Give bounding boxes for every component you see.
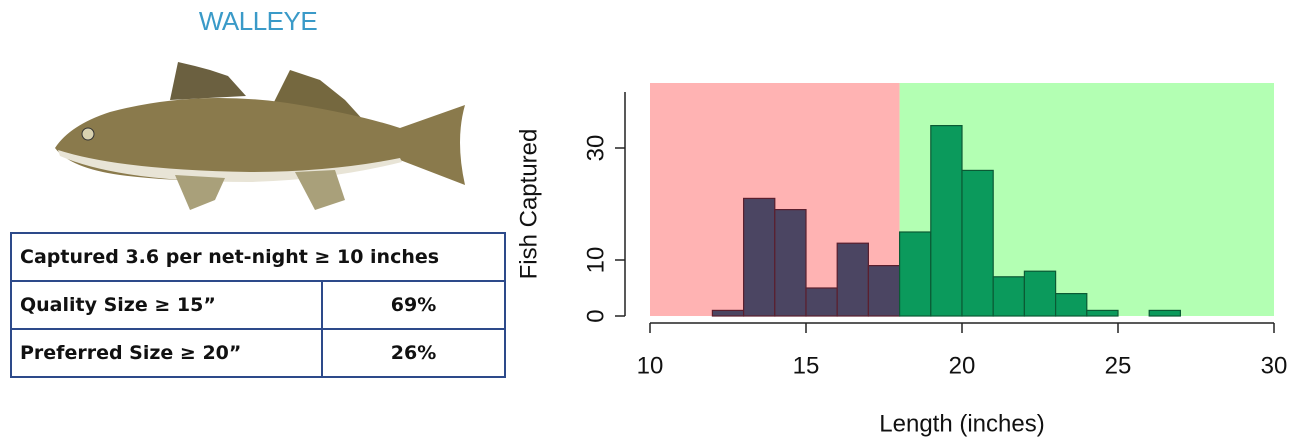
bar — [712, 310, 743, 316]
bar — [806, 288, 837, 316]
x-tick-label: 10 — [637, 352, 664, 379]
table-cell: Preferred Size ≥ 20” — [11, 329, 322, 377]
bar — [1024, 271, 1055, 316]
bar — [1056, 294, 1087, 316]
fish-illustration — [55, 62, 465, 210]
table-cell: 69% — [322, 281, 505, 329]
bar — [744, 198, 775, 316]
y-tick-label: 30 — [582, 135, 609, 162]
x-tick-label: 15 — [793, 352, 820, 379]
x-tick-label: 30 — [1261, 352, 1288, 379]
bar — [775, 210, 806, 316]
x-tick-label: 20 — [949, 352, 976, 379]
bar — [900, 232, 931, 316]
species-title: WALLEYE — [158, 6, 358, 37]
bar — [1087, 310, 1118, 316]
bar — [993, 277, 1024, 316]
page: 10 15 20 25 30 0 10 30 Length (inches) Fish Captu… — [0, 0, 1303, 442]
y-tick-label: 0 — [582, 309, 609, 322]
bar — [868, 266, 899, 316]
table-cell: Quality Size ≥ 15” — [11, 281, 322, 329]
x-tick-label: 25 — [1105, 352, 1132, 379]
bar — [837, 243, 868, 316]
y-tick-label: 10 — [582, 247, 609, 274]
bar — [931, 126, 962, 316]
bar — [1149, 310, 1180, 316]
summary-table: Captured 3.6 per net-night ≥ 10 inches Q… — [10, 232, 506, 378]
table-cell: Captured 3.6 per net-night ≥ 10 inches — [11, 233, 505, 281]
table-cell: 26% — [322, 329, 505, 377]
x-axis-label: Length (inches) — [879, 410, 1044, 437]
bar — [962, 170, 993, 316]
y-axis-label: Fish Captured — [515, 129, 542, 280]
